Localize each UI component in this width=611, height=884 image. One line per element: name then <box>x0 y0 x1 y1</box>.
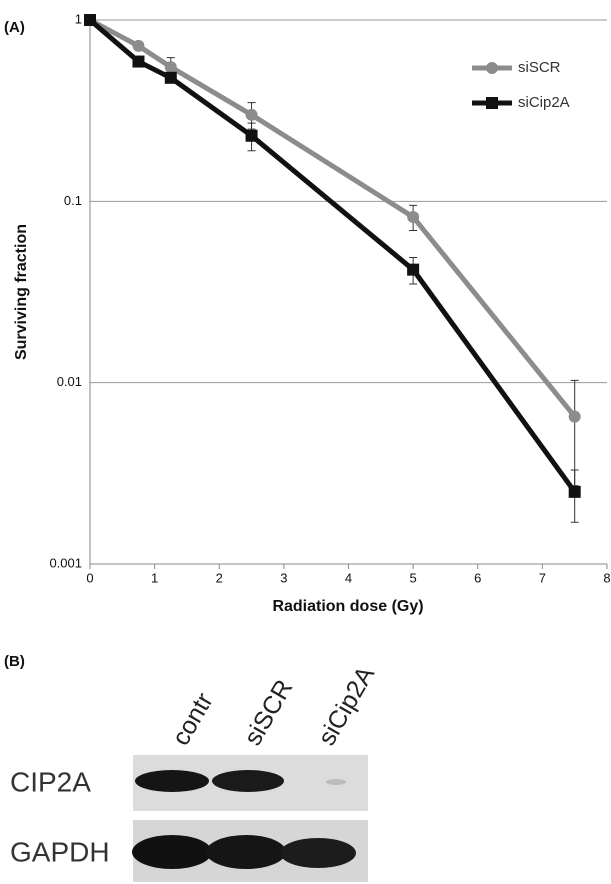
y-tick-label: 0.1 <box>64 193 82 208</box>
marker <box>164 71 177 84</box>
x-tick-label: 1 <box>151 570 158 585</box>
marker <box>568 410 581 423</box>
marker <box>164 61 177 74</box>
panel-label: (B) <box>4 653 25 670</box>
x-tick-label: 7 <box>539 570 546 585</box>
y-tick-label: 0.001 <box>49 555 82 570</box>
row-label: GAPDH <box>10 836 110 867</box>
legend-label: siSCR <box>518 59 561 76</box>
x-tick-label: 2 <box>216 570 223 585</box>
x-axis-title: Radiation dose (Gy) <box>272 598 423 615</box>
band <box>206 835 286 869</box>
marker <box>486 62 498 74</box>
series-line <box>88 18 577 494</box>
x-tick-label: 8 <box>603 570 610 585</box>
lane-label: siSCR <box>239 675 299 750</box>
marker <box>568 485 581 498</box>
marker <box>245 108 258 121</box>
lane-label: contr <box>167 688 219 750</box>
x-tick-label: 6 <box>474 570 481 585</box>
marker <box>132 55 145 68</box>
band <box>280 838 356 868</box>
y-tick-label: 0.01 <box>57 374 82 389</box>
marker <box>132 39 145 52</box>
band <box>135 770 209 792</box>
legend-label: siCip2A <box>518 94 570 111</box>
x-tick-label: 4 <box>345 570 352 585</box>
x-tick-label: 3 <box>280 570 287 585</box>
band <box>212 770 284 792</box>
y-axis-title: Surviving fraction <box>13 224 30 360</box>
marker <box>407 210 420 223</box>
band <box>326 779 346 785</box>
row-label: CIP2A <box>10 766 91 797</box>
x-tick-label: 0 <box>86 570 93 585</box>
y-tick-label: 1 <box>75 11 82 26</box>
blot: CIP2A GAPDH contr siSCR siCip2A <box>10 661 380 882</box>
lane-label: siCip2A <box>313 661 380 750</box>
panel-label: (A) <box>4 19 25 36</box>
marker <box>84 14 96 26</box>
band <box>132 835 212 869</box>
marker <box>486 97 498 109</box>
x-tick-label: 5 <box>410 570 417 585</box>
series-line <box>88 17 577 419</box>
marker <box>245 129 258 142</box>
marker <box>407 263 420 276</box>
